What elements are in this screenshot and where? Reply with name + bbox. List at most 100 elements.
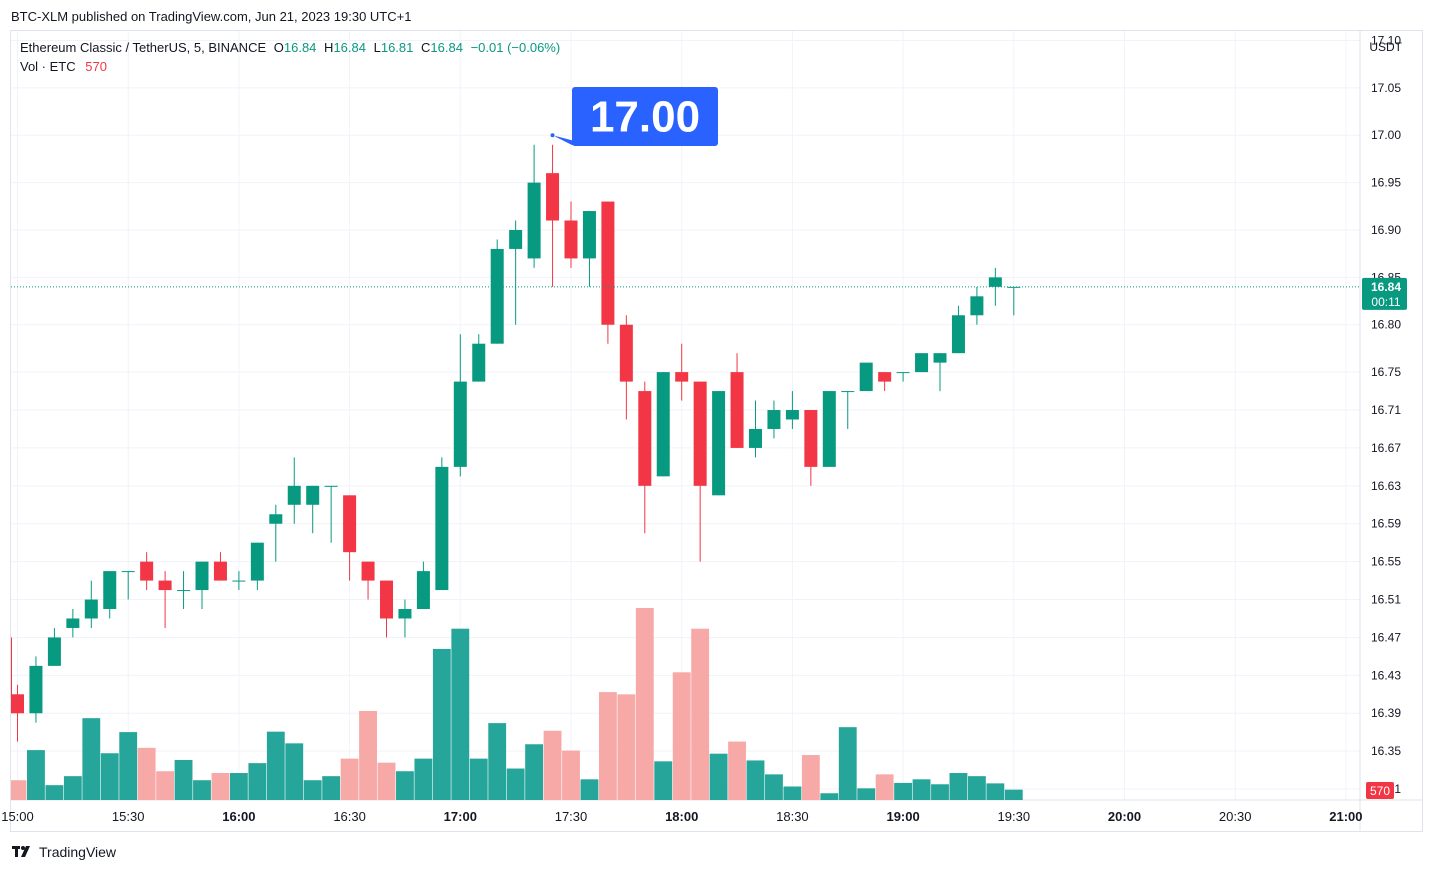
price-axis: 17.1017.0517.0016.9516.9016.8516.8016.75… [1371,33,1401,796]
candle-body [472,343,486,382]
candle-body [656,372,670,477]
candle-body [582,211,596,259]
volume-bar [45,785,64,800]
price-tick: 16.35 [1371,744,1401,758]
time-tick: 15:00 [1,809,34,824]
price-tick: 17.00 [1371,128,1401,142]
candle-body [951,315,965,354]
candle-body [269,514,283,524]
volume-bar [506,768,525,800]
volume-bar [543,730,562,800]
candle-body [47,637,61,666]
volume-bar [986,783,1005,800]
time-tick: 19:00 [886,809,919,824]
time-tick: 15:30 [112,809,145,824]
time-tick: 20:30 [1219,809,1252,824]
volume-badge-label: 570 [1370,784,1390,798]
candle-body [324,485,338,487]
callout-anchor [549,132,556,139]
price-tick: 16.51 [1371,593,1401,607]
candle-body [453,381,467,467]
candle-body [490,248,504,344]
candle-body [140,561,154,581]
footer-brand[interactable]: TradingView [12,844,116,860]
candle-body [804,410,818,467]
time-axis: 15:00 15:30 16:00 16:30 17:00 17:30 18:00 18:30… [1,809,1362,824]
candle-body [749,428,762,448]
candle-body [822,391,836,467]
candle-body [601,201,615,325]
volume-bar [875,774,894,800]
volume-bar [1004,789,1023,800]
volume-bar [414,758,433,800]
last-price-badge: 16.84 00:11 [1362,277,1407,310]
candle-body [675,372,689,382]
time-tick: 16:30 [333,809,366,824]
candle-body [841,391,855,393]
volume-bar [728,741,746,800]
legend-low: 16.81 [380,40,414,55]
candle-body [896,372,910,374]
candles [11,144,1021,742]
candle-body [361,561,375,581]
candle-body [213,561,227,581]
price-tick: 16.75 [1371,365,1401,379]
volume-bar [967,776,986,800]
candle-body [767,410,781,429]
candle-body [785,410,799,420]
time-tick: 20:00 [1108,809,1141,824]
candle-body [619,324,633,382]
candle-body [859,362,873,392]
volume-bar [119,732,138,800]
price-tick: 16.43 [1371,668,1401,682]
candle-body [195,561,209,591]
candle-body [343,495,357,553]
legend-l-label: L [373,40,381,55]
last-price-box [1362,277,1407,310]
chart-frame [10,30,1423,832]
legend-symbol: Ethereum Classic / TetherUS, 5, BINANCE [20,40,267,55]
price-tick: 16.59 [1371,517,1401,531]
volume-bar [137,747,156,800]
price-tick: 16.67 [1371,441,1401,455]
grid [11,31,1422,831]
price-tick: 16.55 [1371,555,1401,569]
volume-bar [396,771,414,800]
candle-body [84,599,98,619]
legend-change: −0.01 (−0.06%) [470,40,561,55]
volume-badge: 570 [1366,782,1394,799]
candle-body [435,466,449,591]
axis-currency: USDT [1369,40,1402,54]
volume-bars [11,608,1023,800]
volume-bar [285,743,304,800]
callout-text: 17.00 [590,93,700,142]
volume-bar [783,786,802,800]
volume-bar [931,784,949,800]
volume-bar [193,780,211,800]
volume-bar [654,761,673,800]
volume-bar [598,692,617,800]
volume-bar [100,753,119,800]
volume-bar [266,731,285,800]
price-tick: 16.39 [1371,706,1401,720]
volume-bar [488,723,507,800]
candle-body [380,580,393,619]
price-tick: 16.71 [1371,403,1401,417]
volume-bar [11,780,27,800]
volume-bar [765,774,783,800]
volume-bar [691,628,710,800]
price-tick: 16.47 [1371,630,1401,644]
countdown-label: 00:11 [1371,295,1400,309]
volume-bar [617,694,636,800]
volume-bar [894,782,913,800]
footer-brand-text: TradingView [39,844,117,860]
volume-bar [303,780,322,800]
volume-bar [820,793,839,800]
volume-bar [82,718,101,800]
legend-o-label: O [273,40,284,55]
price-tick: 17.05 [1371,81,1401,95]
price-tick: 16.90 [1371,223,1401,237]
candle-body [878,372,892,382]
volume-bar [322,776,341,800]
